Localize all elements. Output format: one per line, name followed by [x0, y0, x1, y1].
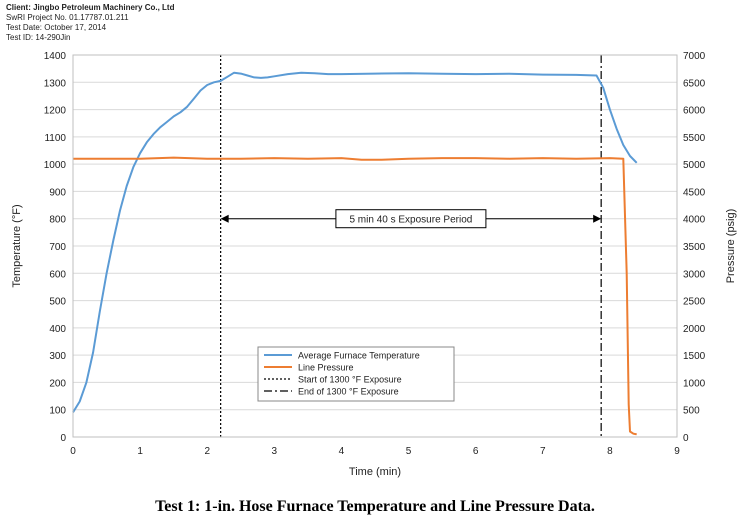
annotation-label: 5 min 40 s Exposure Period	[349, 215, 472, 226]
legend-label: Average Furnace Temperature	[298, 351, 420, 361]
x-axis-title: Time (min)	[349, 466, 401, 478]
y2-tick-label: 4000	[683, 215, 706, 226]
legend-label: End of 1300 °F Exposure	[298, 387, 399, 397]
y-tick-label: 400	[49, 324, 66, 335]
legend-box	[257, 346, 455, 402]
y2-tick-label: 1500	[683, 351, 706, 362]
y-tick-label: 200	[49, 378, 66, 389]
plot-area-border	[72, 54, 678, 438]
y-tick-label: 1000	[44, 160, 67, 171]
x-tick-label: 5	[406, 446, 412, 457]
y-tick-label: 600	[49, 269, 66, 280]
y2-tick-label: 1000	[683, 378, 706, 389]
report-header: Client: Jingbo Petroleum Machinery Co., …	[6, 3, 174, 43]
y-axis-title: Temperature (°F)	[11, 204, 23, 287]
legend-label: Line Pressure	[298, 363, 354, 373]
y2-tick-label: 6000	[683, 106, 706, 117]
y-tick-label: 300	[49, 351, 66, 362]
y-tick-label: 1300	[44, 78, 67, 89]
y-tick-label: 1100	[44, 133, 66, 144]
project-line: SwRI Project No. 01.17787.01.211	[6, 13, 129, 22]
y-tick-label: 900	[49, 187, 66, 198]
x-tick-label: 7	[540, 446, 546, 457]
figure-caption: Test 1: 1-in. Hose Furnace Temperature a…	[155, 498, 595, 515]
x-tick-label: 8	[607, 446, 613, 457]
x-tick-label: 1	[137, 446, 143, 457]
y2-tick-label: 6500	[683, 78, 706, 89]
client-line: Client: Jingbo Petroleum Machinery Co., …	[6, 3, 175, 12]
y2-tick-label: 3000	[683, 269, 706, 280]
annotation-arrowhead-right	[593, 214, 602, 223]
series-line	[73, 156, 637, 436]
y-tick-label: 0	[60, 433, 66, 444]
y-tick-label: 800	[49, 215, 66, 226]
legend-label: Start of 1300 °F Exposure	[298, 375, 402, 385]
y2-tick-label: 500	[683, 406, 700, 417]
annotation-arrowhead-left	[220, 214, 229, 223]
annotation-box	[335, 209, 487, 229]
y2-tick-label: 0	[683, 433, 689, 444]
y2-tick-label: 3500	[683, 242, 706, 253]
x-tick-label: 2	[204, 446, 210, 457]
y-tick-label: 500	[49, 297, 66, 308]
y-tick-label: 1400	[44, 51, 67, 62]
y2-axis-title: Pressure (psig)	[725, 209, 737, 284]
x-tick-label: 6	[473, 446, 479, 457]
y2-tick-label: 2500	[683, 297, 706, 308]
x-tick-label: 3	[272, 446, 278, 457]
y2-tick-label: 5000	[683, 160, 706, 171]
x-tick-label: 9	[674, 446, 680, 457]
series-line	[72, 71, 638, 413]
y2-tick-label: 2000	[683, 324, 706, 335]
y2-tick-label: 7000	[683, 51, 706, 62]
test-id-line: Test ID: 14-290Jin	[6, 33, 71, 42]
temperature-pressure-chart: 0100200300400500600700800900100011001200…	[11, 51, 737, 478]
y-tick-label: 100	[49, 406, 66, 417]
y-tick-label: 700	[49, 242, 66, 253]
y-tick-label: 1200	[44, 106, 67, 117]
y2-tick-label: 5500	[683, 133, 706, 144]
x-tick-label: 0	[70, 446, 76, 457]
test-date-line: Test Date: October 17, 2014	[6, 23, 107, 32]
x-tick-label: 4	[339, 446, 345, 457]
y2-tick-label: 4500	[683, 187, 706, 198]
